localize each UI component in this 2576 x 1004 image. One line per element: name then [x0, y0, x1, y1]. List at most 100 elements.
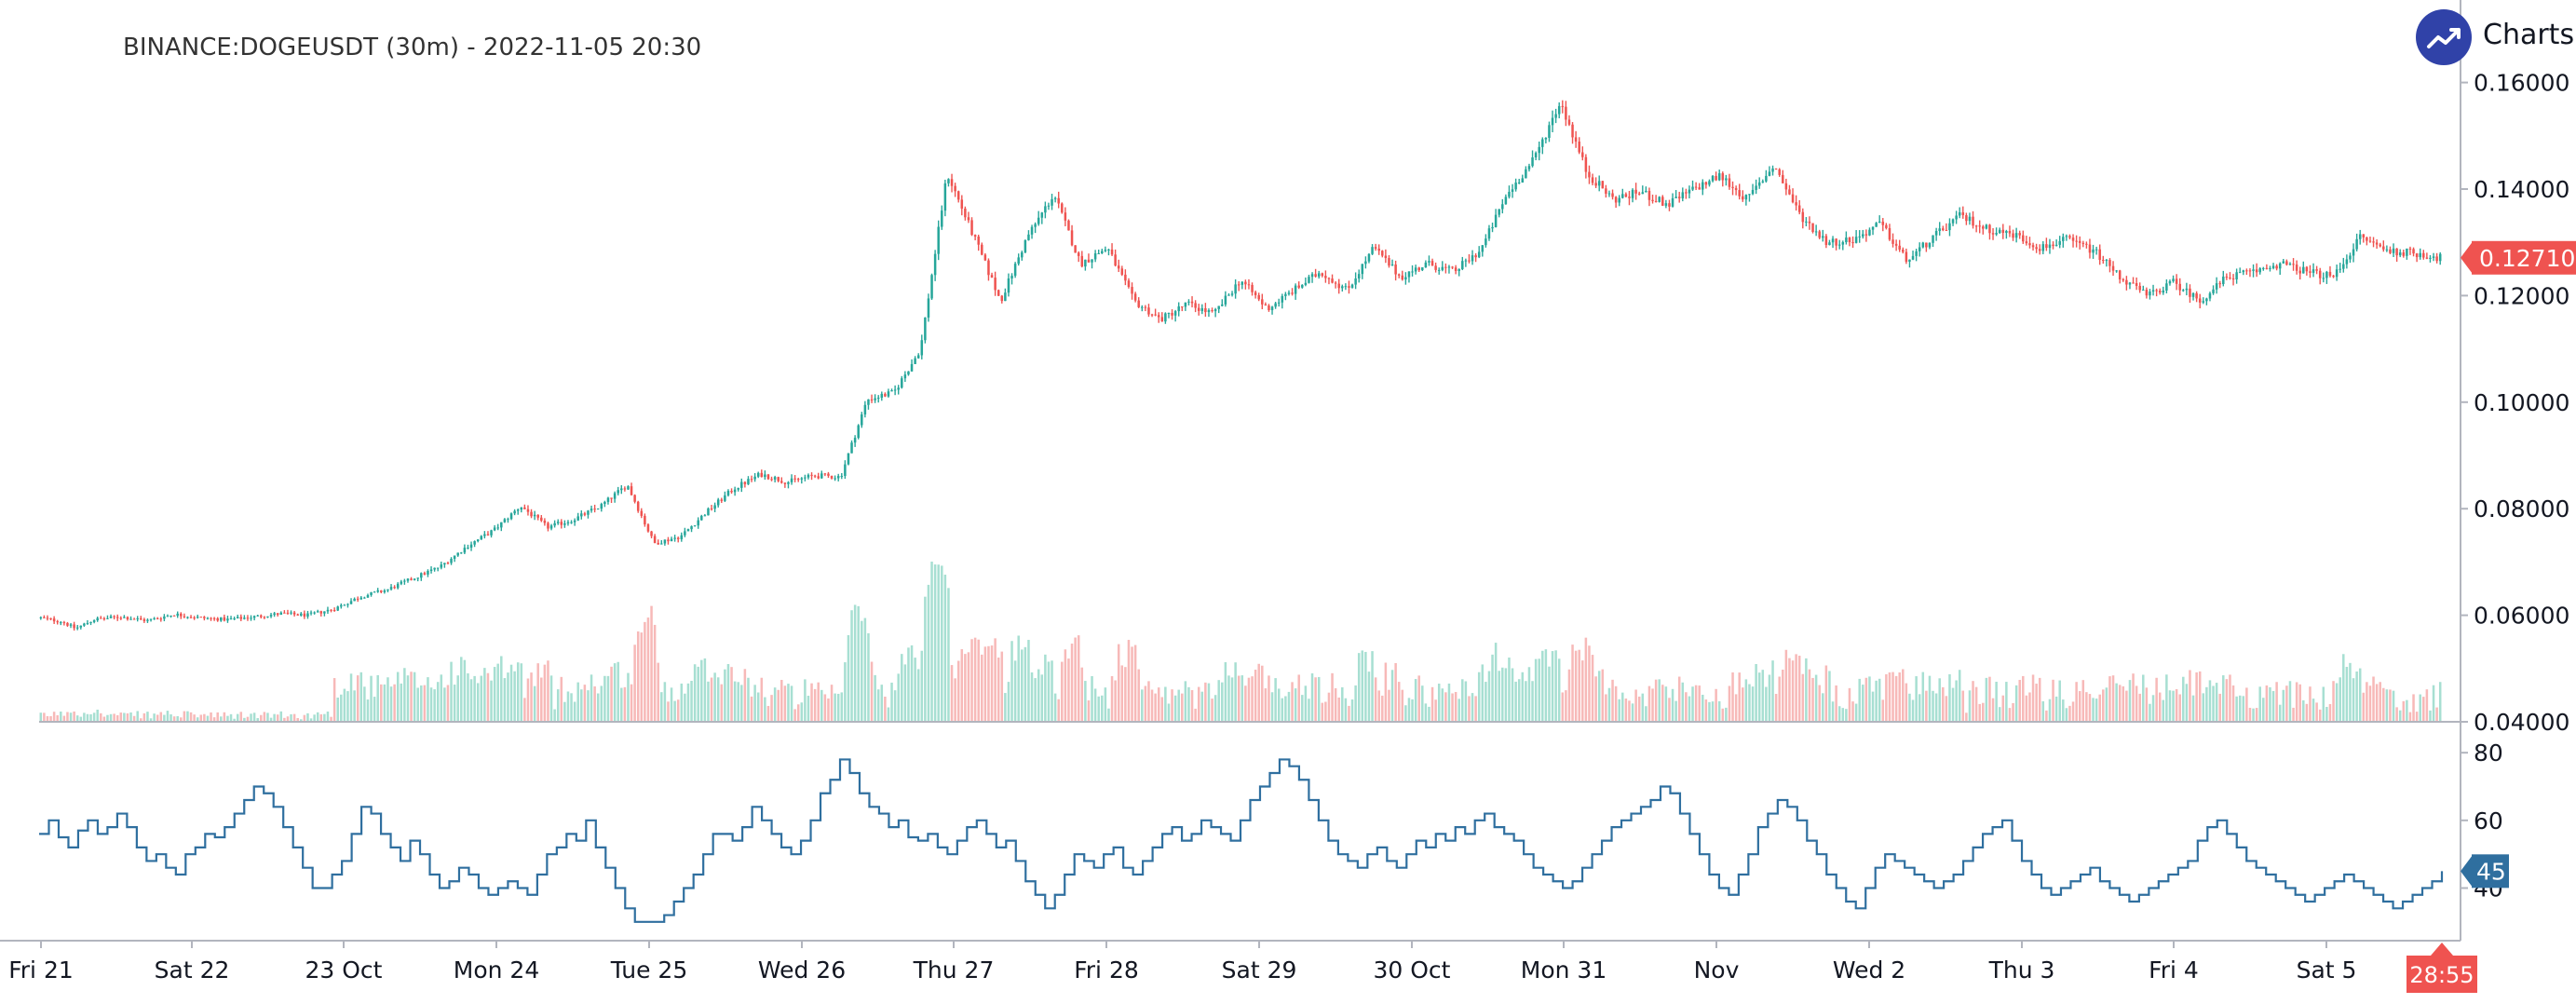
- candle-body: [2075, 240, 2078, 242]
- candle-body: [1297, 285, 1300, 288]
- candle-body: [1891, 239, 1894, 244]
- volume-bar: [943, 575, 947, 722]
- volume-bar: [1717, 700, 1721, 722]
- candle-body: [1147, 307, 1150, 315]
- candle-body: [536, 514, 539, 518]
- volume-bar: [1934, 693, 1938, 722]
- volume-bar: [427, 677, 429, 722]
- volume-bar: [2045, 710, 2048, 722]
- volume-bar: [1294, 688, 1297, 722]
- volume-bar: [1091, 675, 1093, 722]
- candle-body: [1084, 259, 1087, 267]
- candle-body: [720, 499, 724, 501]
- candle-body: [79, 625, 83, 628]
- candle-body: [380, 590, 383, 592]
- volume-bar: [1664, 686, 1668, 722]
- volume-bar: [1878, 678, 1881, 722]
- candle-body: [800, 478, 804, 480]
- candle-body: [726, 491, 730, 495]
- volume-bar: [2215, 683, 2218, 722]
- volume-bar: [2285, 685, 2288, 722]
- volume-bar: [2406, 699, 2408, 722]
- candle-body: [956, 191, 960, 200]
- candle-body: [1508, 191, 1511, 197]
- candle-body: [349, 601, 353, 604]
- candle-body: [2278, 263, 2282, 269]
- countdown-label: 28:55: [2409, 962, 2474, 988]
- volume-bar: [1905, 683, 1908, 722]
- candle-body: [1531, 157, 1534, 167]
- volume-bar: [1972, 681, 1974, 722]
- volume-bar: [1047, 661, 1051, 722]
- candle-body: [777, 477, 780, 482]
- candle-body: [1131, 287, 1133, 294]
- candle-body: [1778, 169, 1781, 175]
- candle-body: [100, 617, 102, 619]
- candle-body: [2045, 244, 2048, 249]
- volume-bar: [456, 675, 459, 722]
- candle-body: [1938, 228, 1941, 232]
- volume-bar: [747, 677, 750, 722]
- volume-bar: [2052, 679, 2054, 722]
- volume-bar: [1157, 687, 1160, 722]
- candle-body: [813, 475, 817, 477]
- volume-bar: [1902, 669, 1905, 722]
- candle-body: [1824, 236, 1828, 246]
- candle-body: [1731, 186, 1734, 188]
- time-tick-label: Mon 31: [1521, 957, 1607, 984]
- candle-body: [2115, 270, 2118, 272]
- volume-bar: [102, 716, 106, 722]
- volume-bar: [2238, 695, 2242, 722]
- volume-bar: [316, 712, 319, 722]
- volume-bar: [1381, 695, 1384, 722]
- candle-body: [1284, 293, 1287, 296]
- candle-body: [2355, 238, 2358, 250]
- candle-body: [644, 515, 646, 525]
- volume-bar: [930, 562, 933, 722]
- volume-bar: [1888, 672, 1891, 722]
- candle-body: [2182, 290, 2185, 292]
- volume-bar: [2135, 685, 2138, 722]
- volume-bar: [1955, 680, 1958, 722]
- candle-body: [163, 616, 166, 619]
- candle-body: [703, 515, 707, 517]
- volume-bar: [1030, 672, 1034, 722]
- brand-watermark[interactable]: Charts p: [2416, 7, 2576, 67]
- volume-bar: [1485, 682, 1487, 722]
- volume-bar: [627, 672, 630, 722]
- candle-body: [1928, 242, 1932, 248]
- candle-body: [2035, 247, 2038, 250]
- volume-bar: [469, 679, 473, 722]
- volume-bar: [1324, 701, 1327, 722]
- volume-bar: [1945, 696, 1948, 722]
- candle-body: [724, 495, 726, 501]
- volume-bar: [1040, 674, 1044, 722]
- volume-bar: [2335, 683, 2339, 722]
- candle-body: [1294, 285, 1297, 294]
- volume-bar: [1601, 669, 1605, 722]
- candle-body: [2128, 282, 2132, 285]
- candle-body: [300, 613, 303, 616]
- volume-bar: [1734, 694, 1738, 722]
- volume-bar: [1591, 655, 1594, 722]
- volume-bar: [956, 660, 960, 722]
- volume-bar: [1795, 654, 1797, 722]
- volume-bar: [810, 683, 813, 722]
- candle-body: [1894, 243, 1898, 246]
- candle-body: [2005, 230, 2008, 233]
- volume-bar: [113, 713, 115, 722]
- candle-body: [1167, 312, 1171, 314]
- candle-body: [2085, 243, 2088, 245]
- volume-bar: [1778, 676, 1781, 722]
- candle-body: [2245, 270, 2248, 272]
- volume-bar: [2081, 680, 2085, 722]
- volume-bar: [266, 712, 269, 722]
- volume-bar: [600, 685, 603, 722]
- candle-body: [1527, 166, 1531, 170]
- volume-bar: [2165, 674, 2168, 722]
- candle-body: [39, 617, 43, 618]
- candle-body: [363, 597, 366, 599]
- volume-bar: [1771, 660, 1774, 722]
- candle-body: [1477, 251, 1481, 258]
